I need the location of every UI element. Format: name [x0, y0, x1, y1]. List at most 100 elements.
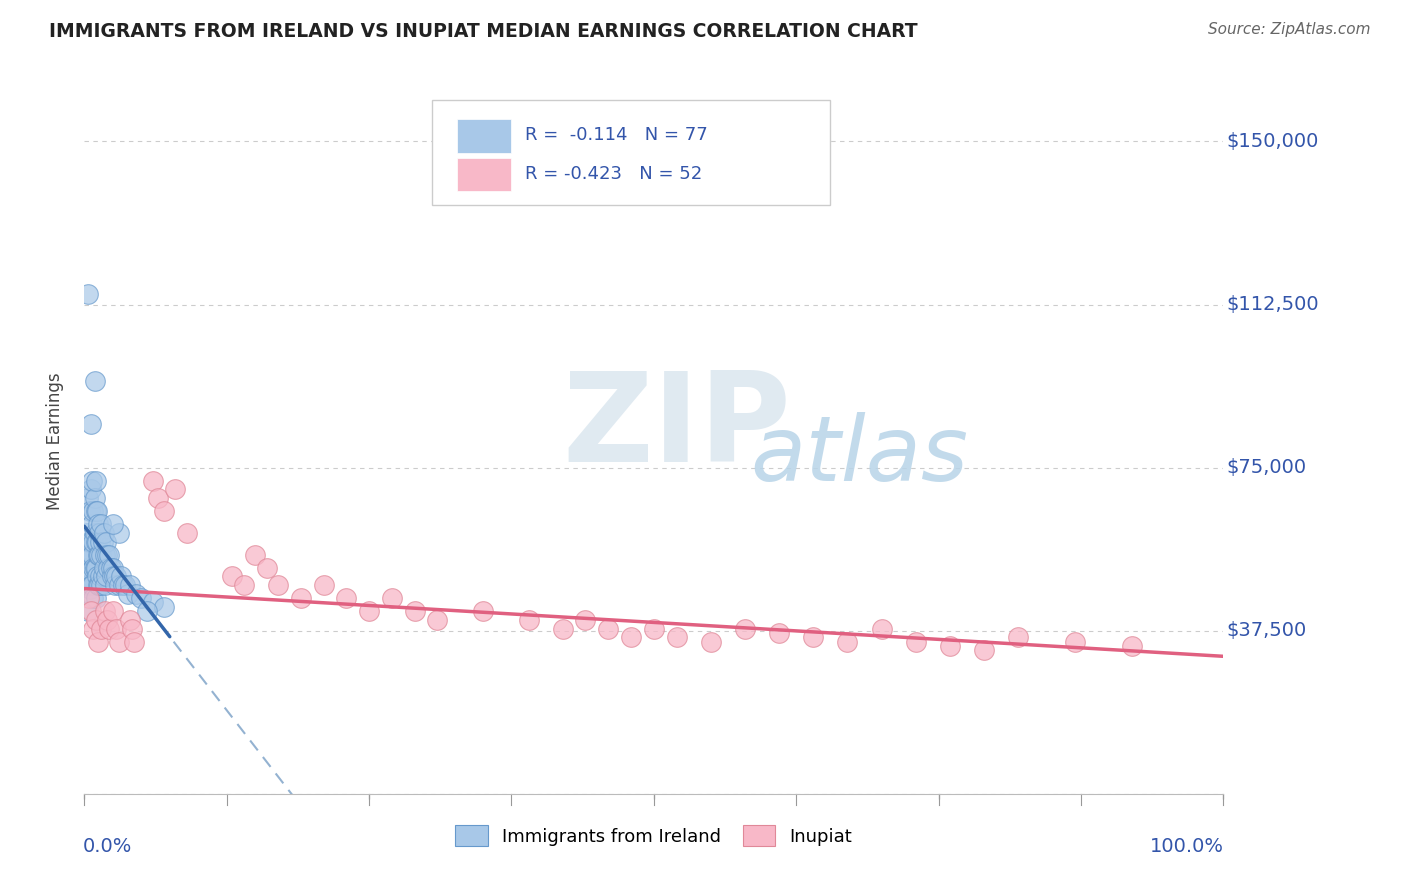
Point — [97, 560, 120, 574]
Point — [82, 548, 104, 562]
Point — [136, 604, 159, 618]
Point — [84, 560, 107, 574]
Point — [91, 569, 114, 583]
Point — [124, 634, 146, 648]
Point — [142, 595, 165, 609]
Point — [84, 591, 107, 606]
Point — [94, 578, 117, 592]
Point — [93, 525, 115, 540]
Point — [153, 599, 176, 614]
Point — [93, 560, 115, 574]
Text: Source: ZipAtlas.com: Source: ZipAtlas.com — [1208, 22, 1371, 37]
Point — [426, 613, 449, 627]
Point — [80, 534, 103, 549]
Point — [80, 417, 103, 431]
Point — [77, 534, 100, 549]
Point — [100, 560, 122, 574]
Point — [89, 525, 111, 540]
Point — [82, 474, 104, 488]
Point — [87, 517, 110, 532]
Point — [76, 604, 98, 618]
Point — [121, 622, 143, 636]
Point — [665, 630, 688, 644]
Point — [82, 534, 104, 549]
Text: 100.0%: 100.0% — [1150, 838, 1225, 856]
Point — [643, 622, 665, 636]
Point — [79, 582, 101, 597]
Point — [801, 630, 824, 644]
Point — [404, 604, 426, 618]
Point — [700, 634, 723, 648]
Point — [98, 622, 121, 636]
Point — [267, 578, 290, 592]
Point — [82, 517, 104, 532]
Point — [153, 504, 176, 518]
Point — [148, 491, 170, 505]
Y-axis label: Median Earnings: Median Earnings — [45, 373, 63, 510]
Point — [86, 569, 108, 583]
Point — [87, 578, 110, 592]
Point — [101, 560, 124, 574]
Point — [80, 604, 103, 618]
Text: $150,000: $150,000 — [1226, 132, 1319, 151]
Point — [104, 578, 127, 592]
Point — [103, 569, 125, 583]
Point — [131, 591, 153, 606]
Point — [90, 517, 112, 532]
Point — [117, 587, 139, 601]
Text: ZIP: ZIP — [562, 367, 792, 488]
Point — [76, 548, 98, 562]
Point — [82, 622, 104, 636]
Point — [574, 613, 596, 627]
Point — [83, 560, 105, 574]
FancyBboxPatch shape — [457, 119, 512, 153]
Point — [768, 626, 790, 640]
Point — [973, 643, 995, 657]
Point — [75, 560, 97, 574]
Point — [89, 569, 111, 583]
Text: $112,500: $112,500 — [1226, 295, 1319, 314]
Point — [86, 504, 108, 518]
Point — [107, 525, 129, 540]
Point — [107, 578, 129, 592]
Point — [82, 504, 104, 518]
Point — [101, 517, 124, 532]
Point — [598, 622, 620, 636]
Point — [245, 548, 267, 562]
Point — [80, 483, 103, 497]
Point — [105, 622, 128, 636]
FancyBboxPatch shape — [432, 100, 831, 205]
Point — [176, 525, 198, 540]
Text: R = -0.423   N = 52: R = -0.423 N = 52 — [524, 166, 703, 184]
Point — [100, 569, 122, 583]
Point — [118, 578, 141, 592]
Point — [1121, 639, 1143, 653]
Point — [82, 560, 104, 574]
Point — [82, 591, 104, 606]
Point — [94, 548, 117, 562]
Point — [101, 604, 124, 618]
Point — [83, 374, 105, 388]
Point — [94, 604, 117, 618]
Point — [79, 504, 101, 518]
Point — [96, 548, 118, 562]
Point — [87, 634, 110, 648]
Point — [232, 578, 254, 592]
Point — [84, 613, 107, 627]
Point — [110, 569, 132, 583]
Text: R =  -0.114   N = 77: R = -0.114 N = 77 — [524, 126, 707, 144]
Point — [312, 578, 335, 592]
Point — [359, 604, 381, 618]
Point — [256, 560, 278, 574]
Point — [84, 504, 107, 518]
Point — [221, 569, 243, 583]
Point — [734, 622, 756, 636]
FancyBboxPatch shape — [457, 158, 512, 192]
Point — [112, 578, 135, 592]
Point — [83, 525, 105, 540]
Point — [76, 491, 98, 505]
Point — [90, 548, 112, 562]
Text: $37,500: $37,500 — [1226, 621, 1308, 640]
Point — [94, 569, 117, 583]
Point — [939, 639, 962, 653]
